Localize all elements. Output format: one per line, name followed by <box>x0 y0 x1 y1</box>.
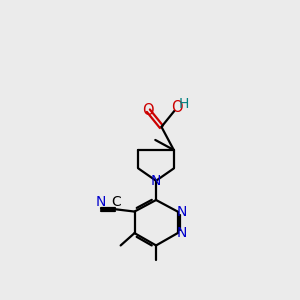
Text: N: N <box>177 226 188 240</box>
Text: N: N <box>151 174 161 188</box>
Text: N: N <box>177 205 188 219</box>
Text: O: O <box>142 103 154 118</box>
Text: N: N <box>95 195 106 209</box>
Text: H: H <box>178 97 189 111</box>
Text: O: O <box>171 100 183 115</box>
Text: C: C <box>111 195 121 209</box>
